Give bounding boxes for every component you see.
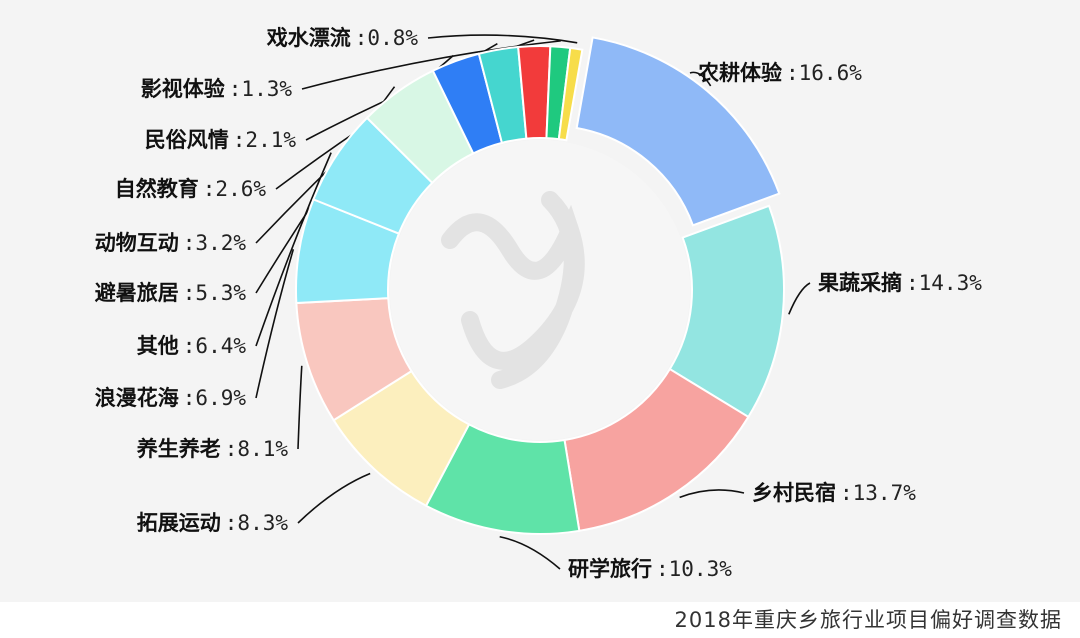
slice-label-value-8: :5.3%	[183, 281, 247, 305]
leader-line-6	[255, 249, 295, 399]
slice-label-0: 农耕体验:16.6%	[697, 61, 862, 85]
leader-line-5	[297, 365, 303, 450]
slice-0	[575, 36, 781, 227]
slice-label-name-11: 民俗风情	[145, 128, 229, 152]
donut-chart: 农耕体验:16.6% 果蔬采摘:14.3% 乡村民宿:13.7% 研学旅行:10.3%…	[95, 26, 982, 581]
slice-labels: 农耕体验:16.6% 果蔬采摘:14.3% 乡村民宿:13.7% 研学旅行:10.3%…	[95, 26, 982, 581]
slice-label-name-10: 自然教育	[115, 177, 199, 201]
chart-caption: 2018年重庆乡旅行业项目偏好调查数据	[674, 608, 1062, 632]
leader-line-13	[427, 34, 578, 44]
leader-line-7	[255, 152, 332, 347]
slice-label-name-4: 拓展运动	[137, 511, 221, 535]
slice-label-11: 民俗风情:2.1%	[145, 128, 297, 152]
slice-label-name-12: 影视体验	[141, 77, 225, 101]
slices	[295, 36, 785, 535]
leader-line-0	[689, 71, 712, 87]
slice-label-value-1: :14.3%	[906, 271, 982, 295]
slice-label-name-9: 动物互动	[95, 231, 179, 255]
slice-label-value-13: :0.8%	[355, 26, 419, 50]
watermark-logo	[441, 191, 585, 389]
slice-13	[557, 46, 584, 142]
slice-label-name-2: 乡村民宿	[752, 481, 836, 505]
slice-label-3: 研学旅行:10.3%	[568, 557, 732, 581]
slice-label-value-11: :2.1%	[233, 128, 297, 152]
slice-label-5: 养生养老:8.1%	[136, 437, 289, 461]
slice-label-value-6: :6.9%	[183, 386, 247, 410]
slice-label-value-7: :6.4%	[183, 334, 247, 358]
slice-label-13: 戏水漂流:0.8%	[266, 26, 419, 50]
leader-line-2	[679, 489, 745, 499]
leader-line-4	[297, 472, 371, 524]
slice-label-value-2: :13.7%	[840, 481, 916, 505]
slice-label-name-1: 果蔬采摘	[818, 271, 902, 295]
slice-label-value-4: :8.3%	[225, 511, 289, 535]
slice-label-12: 影视体验:1.3%	[141, 77, 293, 101]
slice-label-8: 避暑旅居:5.3%	[95, 281, 247, 305]
slice-label-name-8: 避暑旅居	[95, 281, 179, 305]
slice-label-value-9: :3.2%	[183, 231, 247, 255]
slice-label-value-12: :1.3%	[229, 77, 293, 101]
slice-label-9: 动物互动:3.2%	[95, 231, 247, 255]
slice-label-name-7: 其他	[137, 334, 179, 358]
slice-label-value-5: :8.1%	[225, 437, 289, 461]
slice-label-name-0: 农耕体验	[697, 61, 782, 85]
slice-label-value-3: :10.3%	[656, 557, 732, 581]
donut-hole-fill	[390, 140, 690, 440]
slice-label-name-13: 戏水漂流	[266, 26, 351, 50]
leader-line-1	[788, 282, 811, 315]
donut-hole	[390, 140, 690, 440]
slice-label-10: 自然教育:2.6%	[115, 177, 267, 201]
slice-label-value-10: :2.6%	[203, 177, 267, 201]
slice-label-name-3: 研学旅行	[568, 557, 652, 581]
slice-label-1: 果蔬采摘:14.3%	[818, 271, 982, 295]
leader-line-3	[499, 535, 561, 570]
slice-label-name-5: 养生养老	[136, 437, 221, 461]
slice-label-2: 乡村民宿:13.7%	[752, 481, 916, 505]
slice-label-value-0: :16.6%	[786, 61, 862, 85]
slice-label-name-6: 浪漫花海	[95, 386, 179, 410]
slice-label-4: 拓展运动:8.3%	[137, 511, 289, 535]
slice-label-7: 其他:6.4%	[137, 334, 247, 358]
leader-line-12	[301, 40, 561, 90]
slice-label-6: 浪漫花海:6.9%	[95, 386, 247, 410]
